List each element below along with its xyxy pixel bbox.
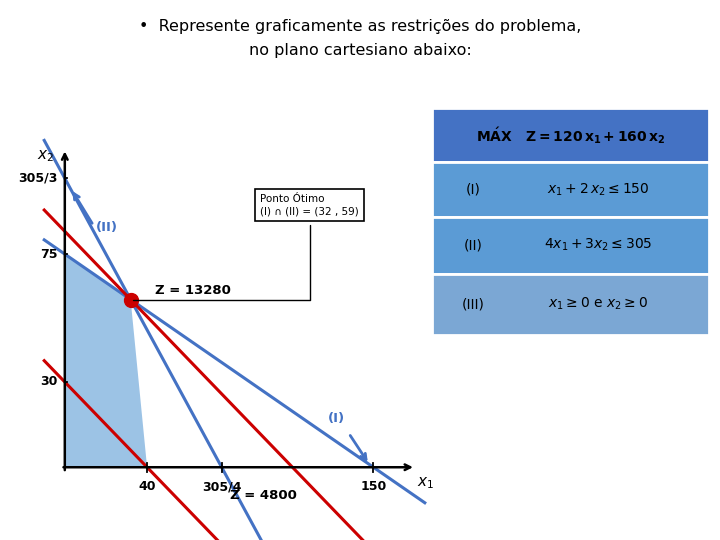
- Text: 305/3: 305/3: [18, 172, 58, 185]
- Text: no plano cartesiano abaixo:: no plano cartesiano abaixo:: [248, 43, 472, 58]
- Text: (III): (III): [462, 297, 485, 311]
- Text: $x_1 \geq 0$ e $x_2 \geq 0$: $x_1 \geq 0$ e $x_2 \geq 0$: [549, 296, 648, 312]
- Bar: [432, 274, 709, 335]
- Text: (II): (II): [96, 221, 117, 234]
- Text: 150: 150: [360, 480, 387, 493]
- Text: (I): (I): [328, 412, 345, 425]
- Bar: [432, 163, 709, 217]
- Text: 75: 75: [40, 247, 58, 261]
- Text: $4x_1 + 3x_2 \leq 305$: $4x_1 + 3x_2 \leq 305$: [544, 237, 652, 253]
- Text: Z = 13280: Z = 13280: [156, 284, 231, 297]
- Text: 30: 30: [40, 375, 58, 388]
- Text: $x_1$: $x_1$: [417, 475, 434, 491]
- Text: $x_1 + 2\, x_2 \leq 150$: $x_1 + 2\, x_2 \leq 150$: [547, 181, 649, 198]
- Polygon shape: [65, 254, 147, 467]
- Text: •  Represente graficamente as restrições do problema,: • Represente graficamente as restrições …: [139, 19, 581, 34]
- Text: (II): (II): [464, 238, 483, 252]
- Text: $\mathbf{M\acute{A}X}$   $\mathbf{Z = 120\, x_1 + 160\, x_2}$: $\mathbf{M\acute{A}X}$ $\mathbf{Z = 120\…: [476, 125, 665, 146]
- Text: Z = 4800: Z = 4800: [230, 489, 297, 502]
- Text: $x_2$: $x_2$: [37, 148, 55, 164]
- Text: Ponto Ótimo
(I) ∩ (II) = (32 , 59): Ponto Ótimo (I) ∩ (II) = (32 , 59): [133, 194, 359, 300]
- Bar: [432, 108, 709, 163]
- Text: (I): (I): [466, 183, 481, 197]
- Bar: [432, 217, 709, 274]
- Text: 305/4: 305/4: [202, 480, 241, 493]
- Text: 40: 40: [138, 480, 156, 493]
